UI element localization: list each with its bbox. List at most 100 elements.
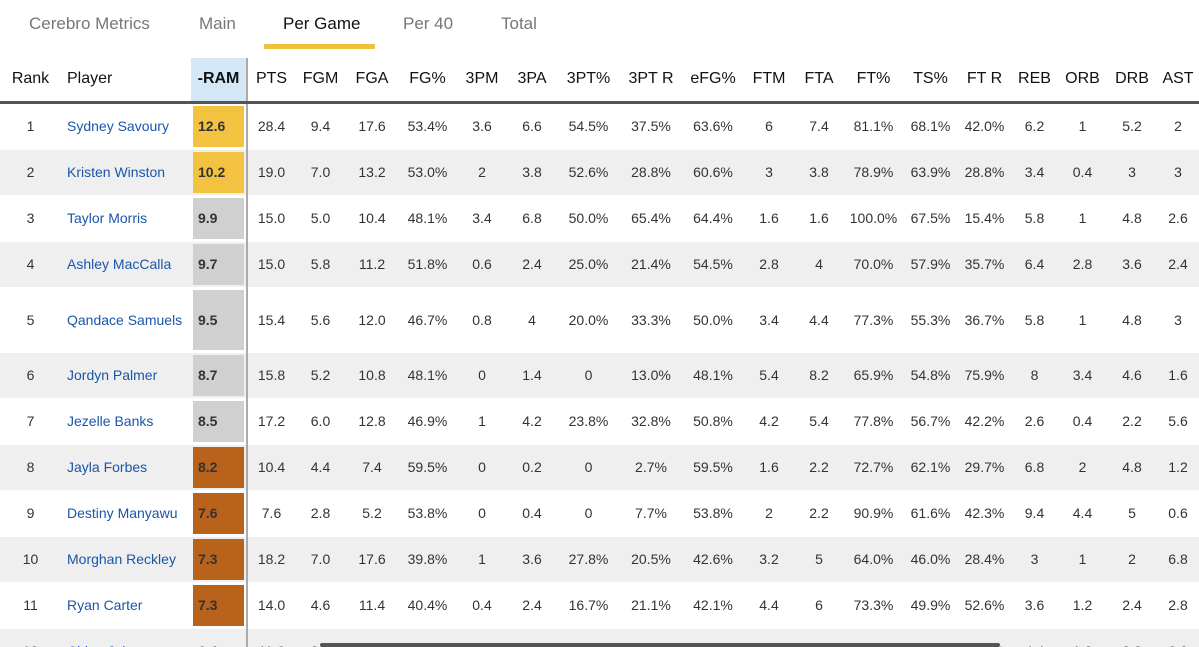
cell-3pm: 3.4: [457, 195, 507, 242]
cell-3pt: 0: [557, 490, 620, 537]
cell-fta: 2.2: [794, 444, 844, 491]
ram-cell: 7.3: [191, 536, 248, 583]
cell-3pa: 6.8: [507, 195, 557, 242]
cell-rank: 6: [0, 352, 61, 399]
player-link[interactable]: Morghan Reckley: [61, 536, 191, 583]
cell-3pm: 1: [457, 398, 507, 445]
horizontal-scrollbar[interactable]: [320, 643, 1000, 647]
cell-3pt-r: 7.7%: [620, 490, 682, 537]
player-link[interactable]: Chloe Johnson: [61, 628, 191, 647]
cell-ftm: 1.6: [744, 195, 794, 242]
cell-ft: 65.9%: [844, 352, 903, 399]
cell-fg: 51.8%: [398, 241, 457, 288]
column-header-ts[interactable]: TS%: [903, 58, 958, 104]
column-header-3pm[interactable]: 3PM: [457, 58, 507, 104]
stats-table-container[interactable]: Rank Player -RAM PTS FGM FGA FG% 3PM 3PA 3PT% 3PT …: [0, 58, 1199, 647]
column-header-3pt-r[interactable]: 3PT R: [620, 58, 682, 104]
cell-rank: 11: [0, 582, 61, 629]
cell-ft-r: 75.9%: [958, 352, 1011, 399]
ram-value: 7.3: [193, 538, 244, 580]
player-link[interactable]: Jordyn Palmer: [61, 352, 191, 399]
ram-value: 6.4: [193, 631, 244, 647]
column-header-ram[interactable]: -RAM: [191, 58, 248, 104]
cell-fgm: 5.2: [295, 352, 346, 399]
column-header-rank[interactable]: Rank: [0, 58, 61, 104]
column-header-fga[interactable]: FGA: [346, 58, 398, 104]
ram-value: 7.3: [193, 584, 244, 626]
cell-fga: 17.6: [346, 536, 398, 583]
cell-drb: 3: [1107, 149, 1157, 196]
column-header-fgm[interactable]: FGM: [295, 58, 346, 104]
cell-fg: 48.1%: [398, 352, 457, 399]
cell-fta: 7.4: [794, 102, 844, 150]
column-header-fg[interactable]: FG%: [398, 58, 457, 104]
cell-orb: 1.2: [1058, 628, 1107, 647]
cell-efg: 60.6%: [682, 149, 744, 196]
player-link[interactable]: Sydney Savoury: [61, 102, 191, 150]
cell-3pa: 3.8: [507, 149, 557, 196]
cell-ftm: 3.2: [744, 536, 794, 583]
cell-fgm: 7.0: [295, 149, 346, 196]
cell-3pm: 1: [457, 536, 507, 583]
cell-reb: 6.8: [1011, 444, 1058, 491]
column-header-ast[interactable]: AST: [1157, 58, 1199, 104]
cell-orb: 0.4: [1058, 149, 1107, 196]
player-link[interactable]: Qandace Samuels: [61, 287, 191, 353]
column-header-efg[interactable]: eFG%: [682, 58, 744, 104]
player-link[interactable]: Destiny Manyawu: [61, 490, 191, 537]
cell-3pa: 6.6: [507, 102, 557, 150]
cell-fgm: 9.4: [295, 102, 346, 150]
cell-rank: 4: [0, 241, 61, 288]
column-header-orb[interactable]: ORB: [1058, 58, 1107, 104]
cell-efg: 54.5%: [682, 241, 744, 288]
cell-ftm: 2.8: [744, 241, 794, 288]
cell-3pt: 25.0%: [557, 241, 620, 288]
cell-fga: 12.0: [346, 287, 398, 353]
cell-pts: 14.0: [247, 582, 295, 629]
cell-rank: 12: [0, 628, 61, 647]
tab-main[interactable]: Main: [199, 14, 236, 33]
column-header-3pa[interactable]: 3PA: [507, 58, 557, 104]
column-header-reb[interactable]: REB: [1011, 58, 1058, 104]
player-link[interactable]: Jezelle Banks: [61, 398, 191, 445]
ram-value: 9.5: [193, 289, 244, 350]
table-row: 12Chloe Johnson6.411.63.89.042.2%0.82.43…: [0, 628, 1199, 647]
column-header-ft[interactable]: FT%: [844, 58, 903, 104]
cell-3pt-r: 37.5%: [620, 102, 682, 150]
player-link[interactable]: Kristen Winston: [61, 149, 191, 196]
column-header-fta[interactable]: FTA: [794, 58, 844, 104]
column-header-pts[interactable]: PTS: [247, 58, 295, 104]
table-row: 7 Jezelle Banks 8.5 17.2 6.0 12.8 46.9% 1 4.2 23.…: [0, 398, 1199, 445]
cell-pts: 19.0: [247, 149, 295, 196]
cell-3pm: 3.6: [457, 102, 507, 150]
cell-ts: 68.1%: [903, 102, 958, 150]
tab-per-game[interactable]: Per Game: [283, 14, 361, 33]
cell-efg: 42.6%: [682, 536, 744, 583]
cell-drb: 5.2: [1107, 102, 1157, 150]
cell-orb: 2: [1058, 444, 1107, 491]
cell-efg: 63.6%: [682, 102, 744, 150]
tab-per-40[interactable]: Per 40: [403, 14, 454, 33]
column-header-ft-r[interactable]: FT R: [958, 58, 1011, 104]
tab-total[interactable]: Total: [501, 14, 537, 33]
player-link[interactable]: Ryan Carter: [61, 582, 191, 629]
cell-ast: 1.2: [1157, 444, 1199, 491]
cell-3pa: 1.4: [507, 352, 557, 399]
player-link[interactable]: Ashley MacCalla: [61, 241, 191, 288]
column-header-player[interactable]: Player: [61, 58, 191, 104]
cell-fta: 5.4: [794, 398, 844, 445]
cell-reb: 5.8: [1011, 287, 1058, 353]
cell-fgm: 5.0: [295, 195, 346, 242]
column-header-drb[interactable]: DRB: [1107, 58, 1157, 104]
player-link[interactable]: Jayla Forbes: [61, 444, 191, 491]
player-link[interactable]: Taylor Morris: [61, 195, 191, 242]
column-header-3pt[interactable]: 3PT%: [557, 58, 620, 104]
cell-3pt-r: 2.7%: [620, 444, 682, 491]
cell-fta: 4.4: [794, 287, 844, 353]
column-header-ftm[interactable]: FTM: [744, 58, 794, 104]
cell-ft: 64.0%: [844, 536, 903, 583]
cell-fga: 10.4: [346, 195, 398, 242]
tab-cerebro-metrics[interactable]: Cerebro Metrics: [29, 14, 150, 33]
cell-reb: 5.8: [1011, 195, 1058, 242]
cell-ast: 2.4: [1157, 241, 1199, 288]
